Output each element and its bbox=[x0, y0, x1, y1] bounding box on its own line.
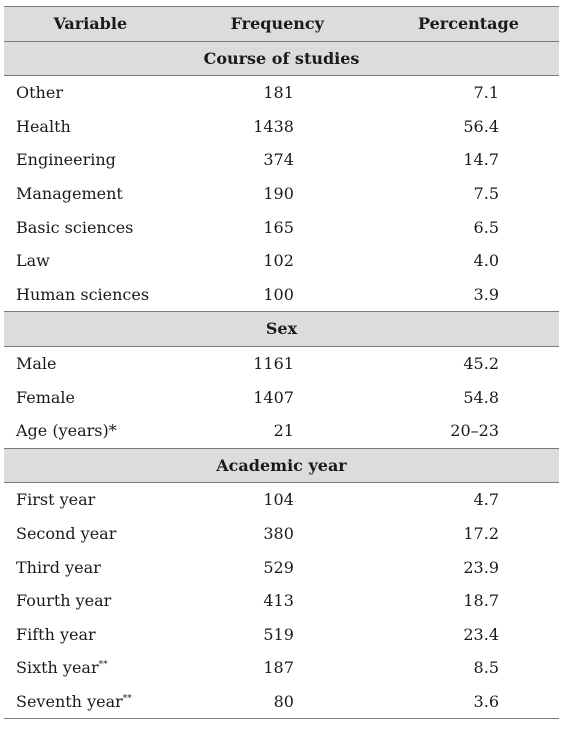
row-label-cell: Seventh year** bbox=[4, 684, 177, 720]
row-percentage: 4.7 bbox=[473, 490, 499, 510]
row-percentage: 56.4 bbox=[463, 116, 499, 136]
row-percentage: 45.2 bbox=[463, 353, 499, 373]
header-frequency: Frequency bbox=[176, 6, 378, 42]
row-frequency: 374 bbox=[263, 150, 294, 170]
footnote-marker: ** bbox=[122, 693, 132, 704]
table-row: Fourth year 413 18.7 bbox=[4, 584, 559, 618]
row-label: Second year bbox=[16, 523, 117, 543]
row-frequency: 21 bbox=[273, 421, 294, 441]
table-row: Fifth year 519 23.4 bbox=[4, 618, 559, 652]
table-row: Third year 529 23.9 bbox=[4, 551, 559, 585]
row-frequency: 1407 bbox=[253, 387, 294, 407]
row-label: Third year bbox=[16, 557, 101, 577]
section-header-sex: Sex bbox=[4, 311, 559, 347]
row-frequency: 80 bbox=[176, 684, 378, 720]
table-row: Law 102 4.0 bbox=[4, 244, 559, 278]
table-row: Seventh year** 80 3.6 bbox=[4, 684, 559, 720]
data-table: Variable Frequency Percentage Course of … bbox=[4, 6, 559, 720]
row-percentage: 3.6 bbox=[377, 684, 559, 720]
row-frequency: 104 bbox=[263, 490, 294, 510]
row-percentage: 18.7 bbox=[463, 591, 499, 611]
table-row: Age (years)* 21 20–23 bbox=[4, 414, 559, 448]
row-frequency: 100 bbox=[263, 284, 294, 304]
section-title: Sex bbox=[4, 311, 559, 347]
section-header-academic-year: Academic year bbox=[4, 447, 559, 484]
row-percentage: 23.4 bbox=[463, 624, 499, 644]
row-label: Fifth year bbox=[16, 624, 96, 644]
section-title: Academic year bbox=[4, 447, 559, 484]
row-frequency: 102 bbox=[263, 251, 294, 271]
row-percentage: 23.9 bbox=[463, 557, 499, 577]
header-row: Variable Frequency Percentage bbox=[4, 6, 559, 42]
row-percentage: 17.2 bbox=[463, 523, 499, 543]
table-row: Health 1438 56.4 bbox=[4, 110, 559, 144]
row-frequency: 413 bbox=[263, 591, 294, 611]
row-frequency: 181 bbox=[263, 83, 294, 103]
table-row: Management 190 7.5 bbox=[4, 177, 559, 211]
row-label: Health bbox=[16, 116, 71, 136]
row-percentage: 4.0 bbox=[473, 251, 499, 271]
row-label: Fourth year bbox=[16, 591, 112, 611]
row-frequency: 165 bbox=[263, 217, 294, 237]
section-header-course-of-studies: Course of studies bbox=[4, 40, 559, 77]
row-label: Female bbox=[16, 387, 75, 407]
row-label: Age (years)* bbox=[16, 421, 117, 441]
row-label: Sixth year bbox=[16, 658, 99, 678]
row-label: Seventh year bbox=[16, 691, 123, 711]
table-row: Male 1161 45.2 bbox=[4, 346, 559, 380]
row-label: Human sciences bbox=[16, 284, 150, 304]
table-row: First year 104 4.7 bbox=[4, 483, 559, 517]
row-frequency: 1438 bbox=[253, 116, 294, 136]
row-frequency: 190 bbox=[263, 183, 294, 203]
row-label: Management bbox=[16, 183, 123, 203]
row-label: Basic sciences bbox=[16, 217, 134, 237]
row-label: Engineering bbox=[16, 150, 116, 170]
row-label: First year bbox=[16, 490, 96, 510]
section-title: Course of studies bbox=[4, 40, 559, 77]
row-label: Other bbox=[16, 83, 63, 103]
row-frequency: 187 bbox=[263, 658, 294, 678]
table-row: Second year 380 17.2 bbox=[4, 517, 559, 551]
table-row: Engineering 374 14.7 bbox=[4, 143, 559, 177]
row-label-cell: Sixth year** bbox=[4, 651, 177, 685]
row-percentage: 8.5 bbox=[473, 658, 499, 678]
header-variable: Variable bbox=[4, 6, 177, 42]
row-label: Law bbox=[16, 251, 50, 271]
row-percentage: 3.9 bbox=[473, 284, 499, 304]
row-frequency: 380 bbox=[263, 523, 294, 543]
table-header: Variable Frequency Percentage bbox=[4, 6, 559, 42]
row-percentage: 7.5 bbox=[473, 183, 499, 203]
table-row: Basic sciences 165 6.5 bbox=[4, 211, 559, 245]
table-row: Sixth year** 187 8.5 bbox=[4, 651, 559, 685]
footnote-marker: ** bbox=[98, 660, 108, 671]
table-row: Human sciences 100 3.9 bbox=[4, 278, 559, 312]
row-frequency: 519 bbox=[263, 624, 294, 644]
header-percentage: Percentage bbox=[377, 6, 559, 42]
row-label: Male bbox=[16, 353, 57, 373]
row-frequency: 529 bbox=[263, 557, 294, 577]
row-percentage: 20–23 bbox=[450, 421, 499, 441]
row-percentage: 54.8 bbox=[463, 387, 499, 407]
table-row: Female 1407 54.8 bbox=[4, 381, 559, 415]
table-body: Course of studies Other 181 7.1 Health 1… bbox=[4, 40, 559, 720]
row-percentage: 14.7 bbox=[463, 150, 499, 170]
row-percentage: 6.5 bbox=[473, 217, 499, 237]
table-row: Other 181 7.1 bbox=[4, 76, 559, 110]
row-percentage: 7.1 bbox=[473, 83, 499, 103]
row-frequency: 1161 bbox=[253, 353, 294, 373]
